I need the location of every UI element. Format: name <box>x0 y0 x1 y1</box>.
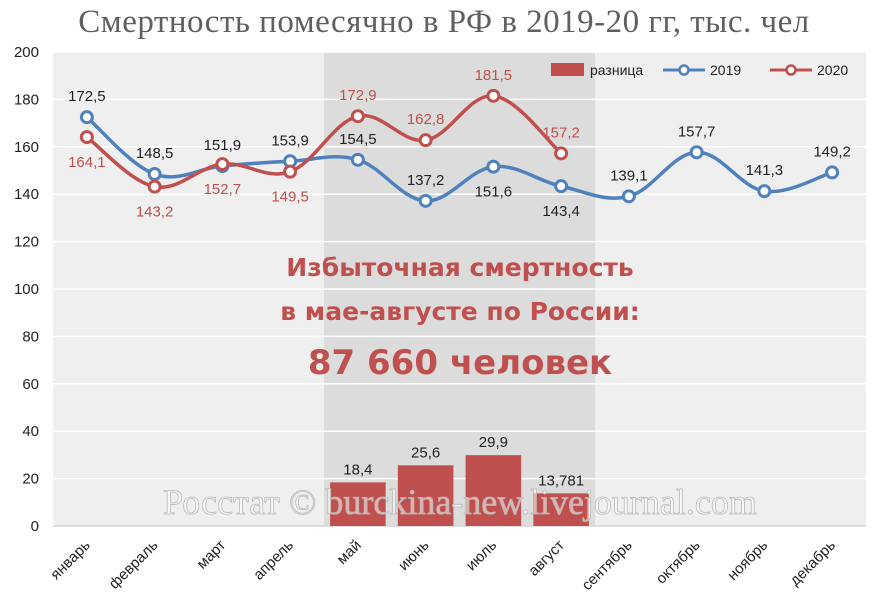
data-label-2019: 151,6 <box>475 184 513 201</box>
data-label-2019: 139,1 <box>610 167 648 184</box>
point-2019 <box>757 184 772 199</box>
bar-data-label: 25,6 <box>411 444 440 461</box>
x-tick-label: март <box>193 537 229 573</box>
point-2019 <box>350 152 365 167</box>
data-label-2020: 162,8 <box>407 111 445 128</box>
point-2020 <box>486 88 501 103</box>
bar-razn <box>397 465 454 526</box>
annotation-line-1: Избыточная смертность <box>286 253 633 282</box>
data-label-2020: 143,2 <box>136 204 174 221</box>
bar-razn <box>533 493 589 526</box>
bar-data-label: 29,9 <box>479 434 508 451</box>
legend-label-razn: разница <box>590 62 643 78</box>
x-tick-label: октябрь <box>653 537 704 588</box>
y-tick-label: 160 <box>14 139 39 156</box>
x-tick-label: июнь <box>395 537 432 574</box>
y-tick-label: 60 <box>22 376 39 393</box>
point-2019 <box>486 159 501 174</box>
y-tick-label: 0 <box>31 518 39 535</box>
x-tick-label: август <box>525 537 568 580</box>
data-label-2019: 151,9 <box>204 137 242 154</box>
point-2019 <box>621 189 636 204</box>
point-2020 <box>283 164 298 179</box>
point-2020 <box>418 133 433 148</box>
x-tick-label: июль <box>463 537 501 575</box>
point-2020 <box>147 179 162 194</box>
point-2020 <box>215 157 230 172</box>
y-tick-label: 120 <box>14 234 39 251</box>
x-tick-label: февраль <box>106 537 162 593</box>
legend-marker-2020 <box>785 64 797 76</box>
x-tick-label: декабрь <box>787 537 840 590</box>
data-label-2020: 172,9 <box>339 87 377 104</box>
annotation-line-3: 87 660 человек <box>308 343 612 383</box>
data-label-2019: 137,2 <box>407 172 445 189</box>
data-label-2019: 153,9 <box>271 132 309 149</box>
data-label-2019: 141,3 <box>746 162 784 179</box>
point-2019 <box>79 110 94 125</box>
y-tick-label: 100 <box>14 281 39 298</box>
bar-data-label: 13,781 <box>538 472 584 489</box>
point-2019 <box>147 167 162 182</box>
legend-marker-2019 <box>678 64 690 76</box>
legend-label-2020: 2020 <box>817 62 848 78</box>
x-tick-label: апрель <box>250 537 297 584</box>
data-label-2019: 154,5 <box>339 131 377 148</box>
x-tick-label: сентябрь <box>579 537 636 594</box>
bar-razn <box>465 455 522 526</box>
point-2020 <box>554 146 569 161</box>
watermark: Росстат © burckina-new.livejournal.com <box>163 482 757 522</box>
y-tick-label: 180 <box>14 91 39 108</box>
data-label-2019: 148,5 <box>136 145 174 162</box>
data-label-2020: 164,1 <box>68 154 106 171</box>
point-2019 <box>825 165 840 180</box>
data-label-2020: 181,5 <box>475 67 513 84</box>
y-tick-label: 140 <box>14 186 39 203</box>
y-tick-label: 200 <box>14 44 39 61</box>
point-2019 <box>418 193 433 208</box>
data-label-2020: 152,7 <box>204 181 242 198</box>
y-tick-label: 80 <box>22 328 39 345</box>
y-tick-label: 40 <box>22 423 39 440</box>
legend-swatch-razn <box>551 63 584 76</box>
bar-razn <box>330 482 386 526</box>
bar-data-label: 18,4 <box>343 461 372 478</box>
legend-label-2019: 2019 <box>710 62 741 78</box>
point-2019 <box>554 179 569 194</box>
data-label-2019: 172,5 <box>68 88 106 105</box>
annotation-line-2: в мае-августе по России: <box>280 297 640 326</box>
point-2020 <box>79 130 94 145</box>
data-label-2019: 157,7 <box>678 123 716 140</box>
chart-title: Смертность помесячно в РФ в 2019-20 гг, … <box>78 4 810 40</box>
y-tick-label: 20 <box>22 471 39 488</box>
point-2019 <box>689 145 704 160</box>
data-label-2019: 143,4 <box>542 203 580 220</box>
x-tick-label: май <box>334 537 365 568</box>
data-label-2019: 149,2 <box>813 143 851 160</box>
data-label-2020: 149,5 <box>271 189 309 206</box>
x-tick-label: ноябрь <box>724 537 771 584</box>
data-label-2020: 157,2 <box>542 124 580 141</box>
x-tick-label: январь <box>47 537 94 584</box>
point-2020 <box>350 109 365 124</box>
